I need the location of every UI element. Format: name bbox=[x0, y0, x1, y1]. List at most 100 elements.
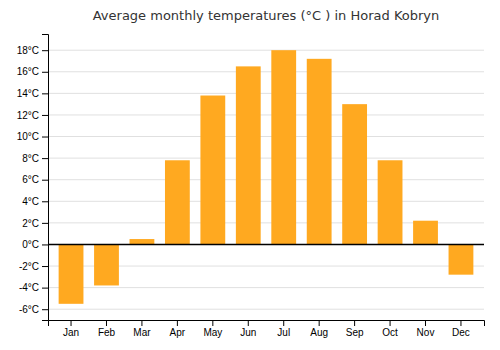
tick-label: 2°C bbox=[22, 218, 39, 229]
bar bbox=[271, 50, 296, 244]
tick: Dec bbox=[452, 320, 470, 338]
tick-label: 14°C bbox=[17, 88, 39, 99]
tick-label: 0°C bbox=[22, 239, 39, 250]
tick-mark bbox=[106, 320, 107, 326]
title: Average monthly temperatures (°C ) in Ho… bbox=[93, 8, 440, 23]
bar bbox=[165, 160, 190, 244]
tick-label: Jun bbox=[240, 327, 256, 338]
tick-mark bbox=[42, 244, 48, 245]
tick: 10°C bbox=[17, 131, 48, 142]
tick: 2°C bbox=[22, 218, 48, 229]
bar bbox=[59, 244, 84, 303]
tick-mark bbox=[42, 201, 48, 202]
tick: 0°C bbox=[22, 239, 48, 250]
tick: 14°C bbox=[17, 88, 48, 99]
tick-mark bbox=[42, 137, 48, 138]
bar bbox=[307, 59, 332, 245]
tick-label: Feb bbox=[98, 327, 116, 338]
grid-line bbox=[48, 136, 484, 137]
bar bbox=[200, 96, 225, 245]
tick-mark bbox=[319, 320, 320, 326]
tick: -4°C bbox=[19, 282, 48, 293]
tick-mark bbox=[460, 320, 461, 326]
grid-line bbox=[48, 287, 484, 288]
grid-line bbox=[48, 158, 484, 159]
tick: Sep bbox=[346, 320, 364, 338]
baseline bbox=[48, 244, 484, 246]
tick-mark bbox=[425, 320, 426, 326]
grid-line bbox=[48, 244, 484, 245]
tick-label: Dec bbox=[452, 327, 470, 338]
tick-label: -2°C bbox=[19, 261, 39, 272]
tick-mark bbox=[42, 115, 48, 116]
tick: Nov bbox=[417, 320, 435, 338]
grid-line bbox=[48, 179, 484, 180]
chart: Average monthly temperatures (°C ) in Ho… bbox=[0, 0, 500, 350]
tick: 8°C bbox=[22, 153, 48, 164]
grid-line bbox=[48, 114, 484, 115]
tick: 6°C bbox=[22, 174, 48, 185]
tick-mark bbox=[42, 309, 48, 310]
bars bbox=[48, 50, 484, 304]
bar bbox=[378, 160, 403, 244]
tick-mark bbox=[71, 320, 72, 326]
tick-label: Apr bbox=[170, 327, 186, 338]
y-axis: -6°C -4°C -2°C 0°C 2°C 4°C 6°C 8°C 10°C 12°C 14°C 1… bbox=[17, 35, 49, 321]
tick-mark bbox=[248, 320, 249, 326]
grid-line bbox=[48, 309, 484, 310]
tick-mark bbox=[354, 320, 355, 326]
tick-label: -6°C bbox=[19, 304, 39, 315]
tick: Jan bbox=[63, 320, 79, 338]
tick-mark bbox=[390, 320, 391, 326]
tick: 18°C bbox=[17, 45, 48, 56]
axis-line bbox=[42, 35, 49, 321]
tick-mark bbox=[42, 50, 48, 51]
tick-label: 8°C bbox=[22, 153, 39, 164]
tick: May bbox=[203, 320, 222, 338]
tick-mark bbox=[212, 320, 213, 326]
tick: 16°C bbox=[17, 66, 48, 77]
tick-label: Oct bbox=[382, 327, 398, 338]
bar bbox=[130, 239, 155, 244]
tick-label: 10°C bbox=[17, 131, 39, 142]
tick-mark bbox=[283, 320, 284, 326]
tick-label: Sep bbox=[346, 327, 364, 338]
tick: 4°C bbox=[22, 196, 48, 207]
tick: Mar bbox=[133, 320, 151, 338]
tick-label: 16°C bbox=[17, 66, 39, 77]
tick-label: Aug bbox=[310, 327, 328, 338]
tick-mark bbox=[42, 72, 48, 73]
tick-label: 6°C bbox=[22, 174, 39, 185]
tick-mark bbox=[42, 93, 48, 94]
plot: -6°C -4°C -2°C 0°C 2°C 4°C 6°C 8°C 10°C 12°C 14°C 1… bbox=[17, 35, 485, 339]
tick: Jul bbox=[277, 320, 290, 338]
tick-mark bbox=[177, 320, 178, 326]
bar bbox=[413, 221, 438, 245]
tick: Feb bbox=[98, 320, 116, 338]
tick-mark bbox=[42, 266, 48, 267]
tick-mark bbox=[42, 223, 48, 224]
grid bbox=[48, 50, 484, 309]
tick: -2°C bbox=[19, 261, 48, 272]
tick-label: May bbox=[203, 327, 222, 338]
tick-mark bbox=[141, 320, 142, 326]
tick-mark bbox=[42, 158, 48, 159]
tick: -6°C bbox=[19, 304, 48, 315]
grid-line bbox=[48, 201, 484, 202]
grid-line bbox=[48, 93, 484, 94]
grid-line bbox=[48, 50, 484, 51]
tick: Aug bbox=[310, 320, 328, 338]
tick-label: Nov bbox=[417, 327, 435, 338]
axis-line bbox=[49, 321, 485, 327]
grid-line bbox=[48, 71, 484, 72]
tick-label: -4°C bbox=[19, 282, 39, 293]
tick-label: Jan bbox=[63, 327, 79, 338]
tick-label: 18°C bbox=[17, 45, 39, 56]
tick-label: 12°C bbox=[17, 110, 39, 121]
tick: Jun bbox=[240, 320, 256, 338]
x-axis: Jan Feb Mar Apr May Jun Jul Aug Sep Oct Nov Dec bbox=[49, 320, 485, 338]
bar bbox=[236, 66, 261, 244]
tick: Apr bbox=[170, 320, 186, 338]
tick-label: Jul bbox=[277, 327, 290, 338]
bar bbox=[94, 244, 119, 285]
